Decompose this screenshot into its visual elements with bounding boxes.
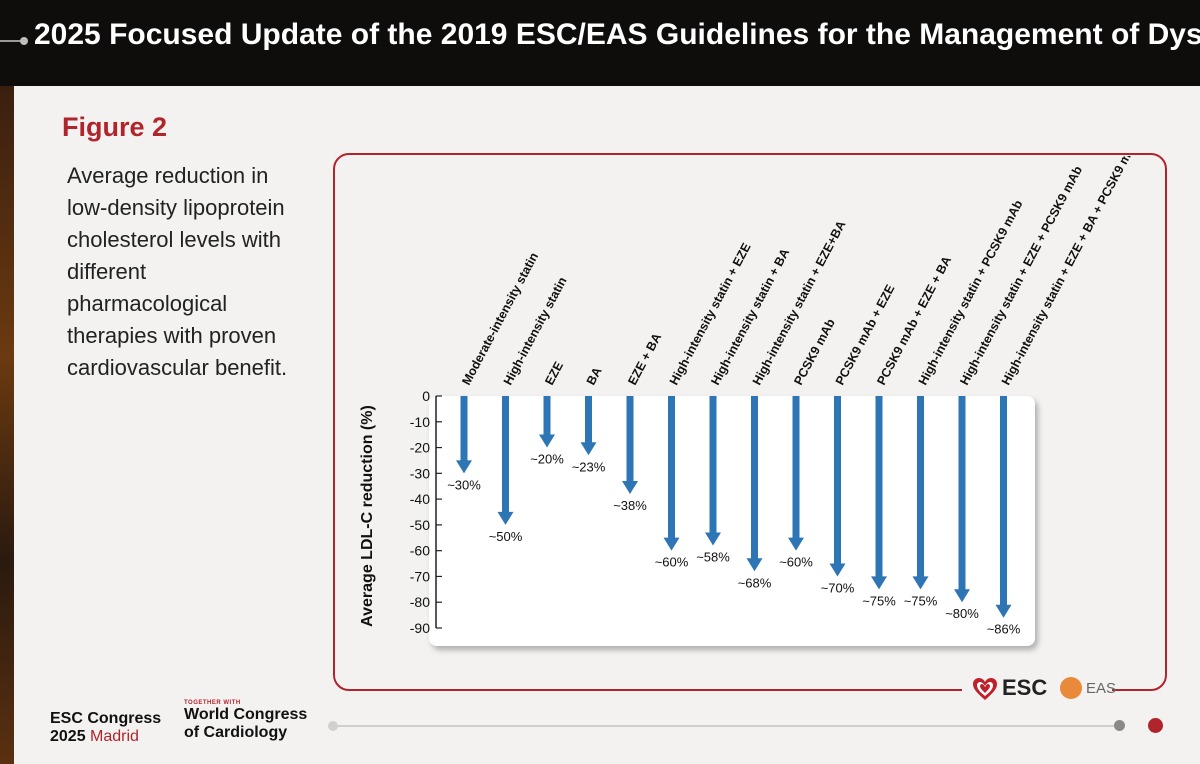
category-label: BA <box>584 365 605 388</box>
reduction-arrow-shaft <box>709 396 717 534</box>
title-line <box>0 40 22 42</box>
reduction-arrow-shaft <box>502 396 509 513</box>
congress-year-city: 2025 Madrid <box>50 728 161 746</box>
value-label: ~75% <box>862 593 896 608</box>
y-tick-label: -60 <box>410 543 430 559</box>
reduction-arrow-head <box>954 589 970 603</box>
reduction-arrow-head <box>829 563 846 577</box>
congress-name: ESC Congress <box>50 710 162 727</box>
value-label: ~50% <box>489 529 523 544</box>
value-label: ~30% <box>447 477 481 492</box>
y-tick-label: -70 <box>410 568 430 584</box>
reduction-arrow-head <box>705 532 721 546</box>
y-tick-label: -10 <box>410 414 430 430</box>
reduction-arrow-shaft <box>1000 396 1007 606</box>
background-decoration <box>0 86 14 764</box>
y-tick-label: 0 <box>422 388 430 404</box>
figure-label: Figure 2 <box>62 112 168 142</box>
value-label: ~80% <box>945 606 979 621</box>
category-label: EZE <box>542 359 566 387</box>
value-label: ~60% <box>655 555 689 570</box>
world-congress-logo: TOGETHER WITH World Congress of Cardiolo… <box>184 700 307 742</box>
reduction-arrow-shaft <box>834 396 841 565</box>
esc-logo-text: ESC <box>1002 675 1048 700</box>
reduction-arrow-head <box>912 576 929 590</box>
reduction-arrow-shaft <box>543 396 551 436</box>
chart-container: 0 -10 -20 -30 -40 -50 -60 -70 -80 -90 Average LDL… <box>339 135 1159 656</box>
reduction-arrow-head <box>456 460 472 474</box>
y-tick-label: -80 <box>410 594 430 610</box>
reduction-arrow-head <box>871 576 887 590</box>
caption-line: therapies with proven <box>67 323 277 348</box>
reduction-arrow-head <box>539 434 555 448</box>
together-with-label: TOGETHER WITH <box>184 700 241 706</box>
reduction-arrow-shaft <box>917 396 924 578</box>
caption-line: different <box>67 259 147 284</box>
category-label: PCSK9 mAb <box>791 316 838 387</box>
caption-line: cholesterol levels with <box>67 227 281 252</box>
eas-logo-text: EAS <box>1086 680 1117 697</box>
congress-logo: ESC Congress 2025 Madrid <box>50 710 161 746</box>
y-tick-label: -30 <box>410 465 430 481</box>
progress-end-dot[interactable] <box>1148 718 1163 733</box>
congress-city: Madrid <box>90 728 139 745</box>
reduction-arrow-head <box>995 604 1012 618</box>
figure-caption: Average reduction in low-density lipopro… <box>67 160 327 384</box>
value-label: ~70% <box>821 580 855 595</box>
reduction-arrow-shaft <box>751 396 758 560</box>
category-label: High-intensity statin + EZE <box>667 241 754 388</box>
value-label: ~75% <box>904 593 938 608</box>
category-label: High-intensity statin + BA <box>708 246 792 387</box>
reduction-arrow-shaft <box>626 396 634 482</box>
ldl-reduction-chart: 0 -10 -20 -30 -40 -50 -60 -70 -80 -90 Average LDL… <box>359 135 1142 646</box>
reduction-arrow-head <box>788 537 804 551</box>
reduction-arrow-head <box>497 511 514 525</box>
y-tick-label: -50 <box>410 517 430 533</box>
value-label: ~20% <box>530 452 564 467</box>
reduction-arrow-shaft <box>875 396 883 578</box>
slide-progress-track <box>332 725 1122 727</box>
y-tick-label: -20 <box>410 440 430 456</box>
congress-year: 2025 <box>50 728 86 745</box>
reduction-arrow-head <box>622 480 638 494</box>
value-label: ~38% <box>613 498 647 513</box>
world-congress-line1: World Congress <box>184 706 308 723</box>
value-label: ~86% <box>987 622 1021 637</box>
category-label: Moderate-intensity statin <box>459 250 541 387</box>
value-label: ~23% <box>572 459 606 474</box>
reduction-arrow-shaft <box>460 396 468 462</box>
value-label: ~60% <box>779 555 813 570</box>
reduction-arrow-shaft <box>792 396 800 539</box>
caption-line: Average reduction in <box>67 163 269 188</box>
figure-frame <box>333 153 1167 691</box>
value-label: ~68% <box>738 575 772 590</box>
y-tick-label: -40 <box>410 491 430 507</box>
reduction-arrow-head <box>580 442 597 456</box>
caption-line: low-density lipoprotein <box>67 195 285 220</box>
title-bullet <box>20 37 28 45</box>
world-congress-line2: of Cardiology <box>184 724 288 741</box>
progress-start-dot <box>328 721 338 731</box>
publisher-logos: ESC EAS <box>962 672 1116 706</box>
y-axis-label: Average LDL-C reduction (%) <box>359 405 376 627</box>
eas-logo-icon <box>1060 677 1082 699</box>
y-tick-label: -90 <box>410 620 430 636</box>
esc-heart-icon <box>973 678 997 700</box>
value-label: ~58% <box>696 550 730 565</box>
title-bar: 2025 Focused Update of the 2019 ESC/EAS … <box>0 0 1200 86</box>
progress-current-dot[interactable] <box>1114 720 1125 731</box>
reduction-arrow-head <box>746 558 763 572</box>
reduction-arrow-head <box>663 537 680 551</box>
category-label: EZE + BA <box>625 331 664 388</box>
plot-panel <box>429 396 1035 646</box>
reduction-arrow-shaft <box>958 396 966 591</box>
slide-title: 2025 Focused Update of the 2019 ESC/EAS … <box>34 18 1200 51</box>
category-label: PCSK9 mAb + EZE + BA <box>874 254 954 388</box>
caption-line: cardiovascular benefit. <box>67 355 288 380</box>
reduction-arrow-shaft <box>668 396 675 539</box>
reduction-arrow-shaft <box>585 396 592 444</box>
caption-line: pharmacological <box>67 291 228 316</box>
